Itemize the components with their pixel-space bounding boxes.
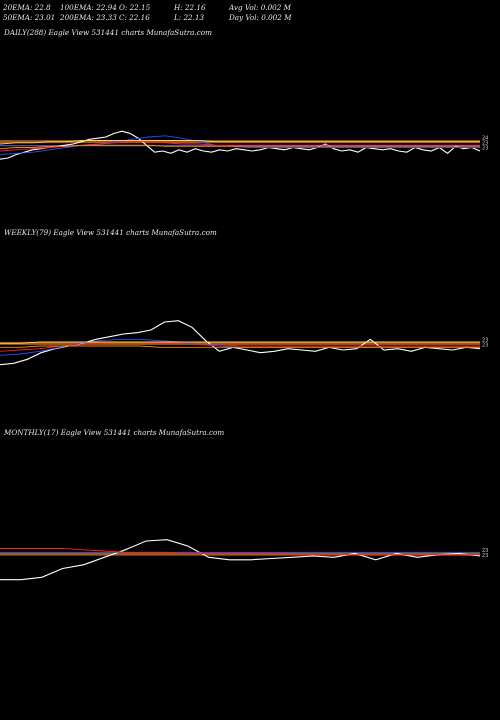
- monthly-price-line: [0, 539, 481, 581]
- ema200-value: 200EMA: 23.33: [60, 13, 117, 22]
- daily-tick-label-2: 23: [482, 146, 488, 152]
- high-value: H: 22.16: [174, 3, 206, 12]
- daily-panel-label: DAILY(288) Eagle View 531441 charts Muna…: [4, 28, 212, 37]
- ema100-value: 100EMA: 22.94: [60, 3, 117, 12]
- close-value: C: 22.16: [119, 13, 150, 22]
- ema20-value: 20EMA: 22.8: [3, 3, 51, 12]
- weekly-ema100-line: [0, 345, 480, 348]
- daily-price-line: [0, 130, 481, 160]
- avg-volume-value: Avg Vol: 0.002 M: [229, 3, 291, 12]
- low-value: L: 22.13: [174, 13, 205, 22]
- monthly-tick-label-0: 23: [482, 548, 488, 554]
- weekly-tick-label-0: 23: [482, 337, 488, 343]
- weekly-tick-label-1: 23: [482, 342, 488, 348]
- weekly-ema50-line: [0, 341, 480, 352]
- weekly-panel-label: WEEKLY(79) Eagle View 531441 charts Muna…: [4, 228, 217, 237]
- daily-ema200-line: [0, 140, 480, 145]
- daily-tick-label-1: 23: [482, 141, 488, 147]
- day-volume-value: Day Vol: 0.002 M: [229, 13, 292, 22]
- monthly-ema50-line: [0, 548, 480, 556]
- ema50-value: 50EMA: 23.01: [3, 13, 56, 22]
- monthly-tick-label-1: 23: [482, 553, 488, 559]
- weekly-ema200-line: [0, 341, 480, 344]
- daily-ema100-line: [0, 144, 480, 150]
- daily-tick-label-0: 24: [482, 136, 488, 142]
- monthly-panel-label: MONTHLY(17) Eagle View 531441 charts Mun…: [4, 428, 225, 437]
- open-value: O: 22.15: [119, 3, 151, 12]
